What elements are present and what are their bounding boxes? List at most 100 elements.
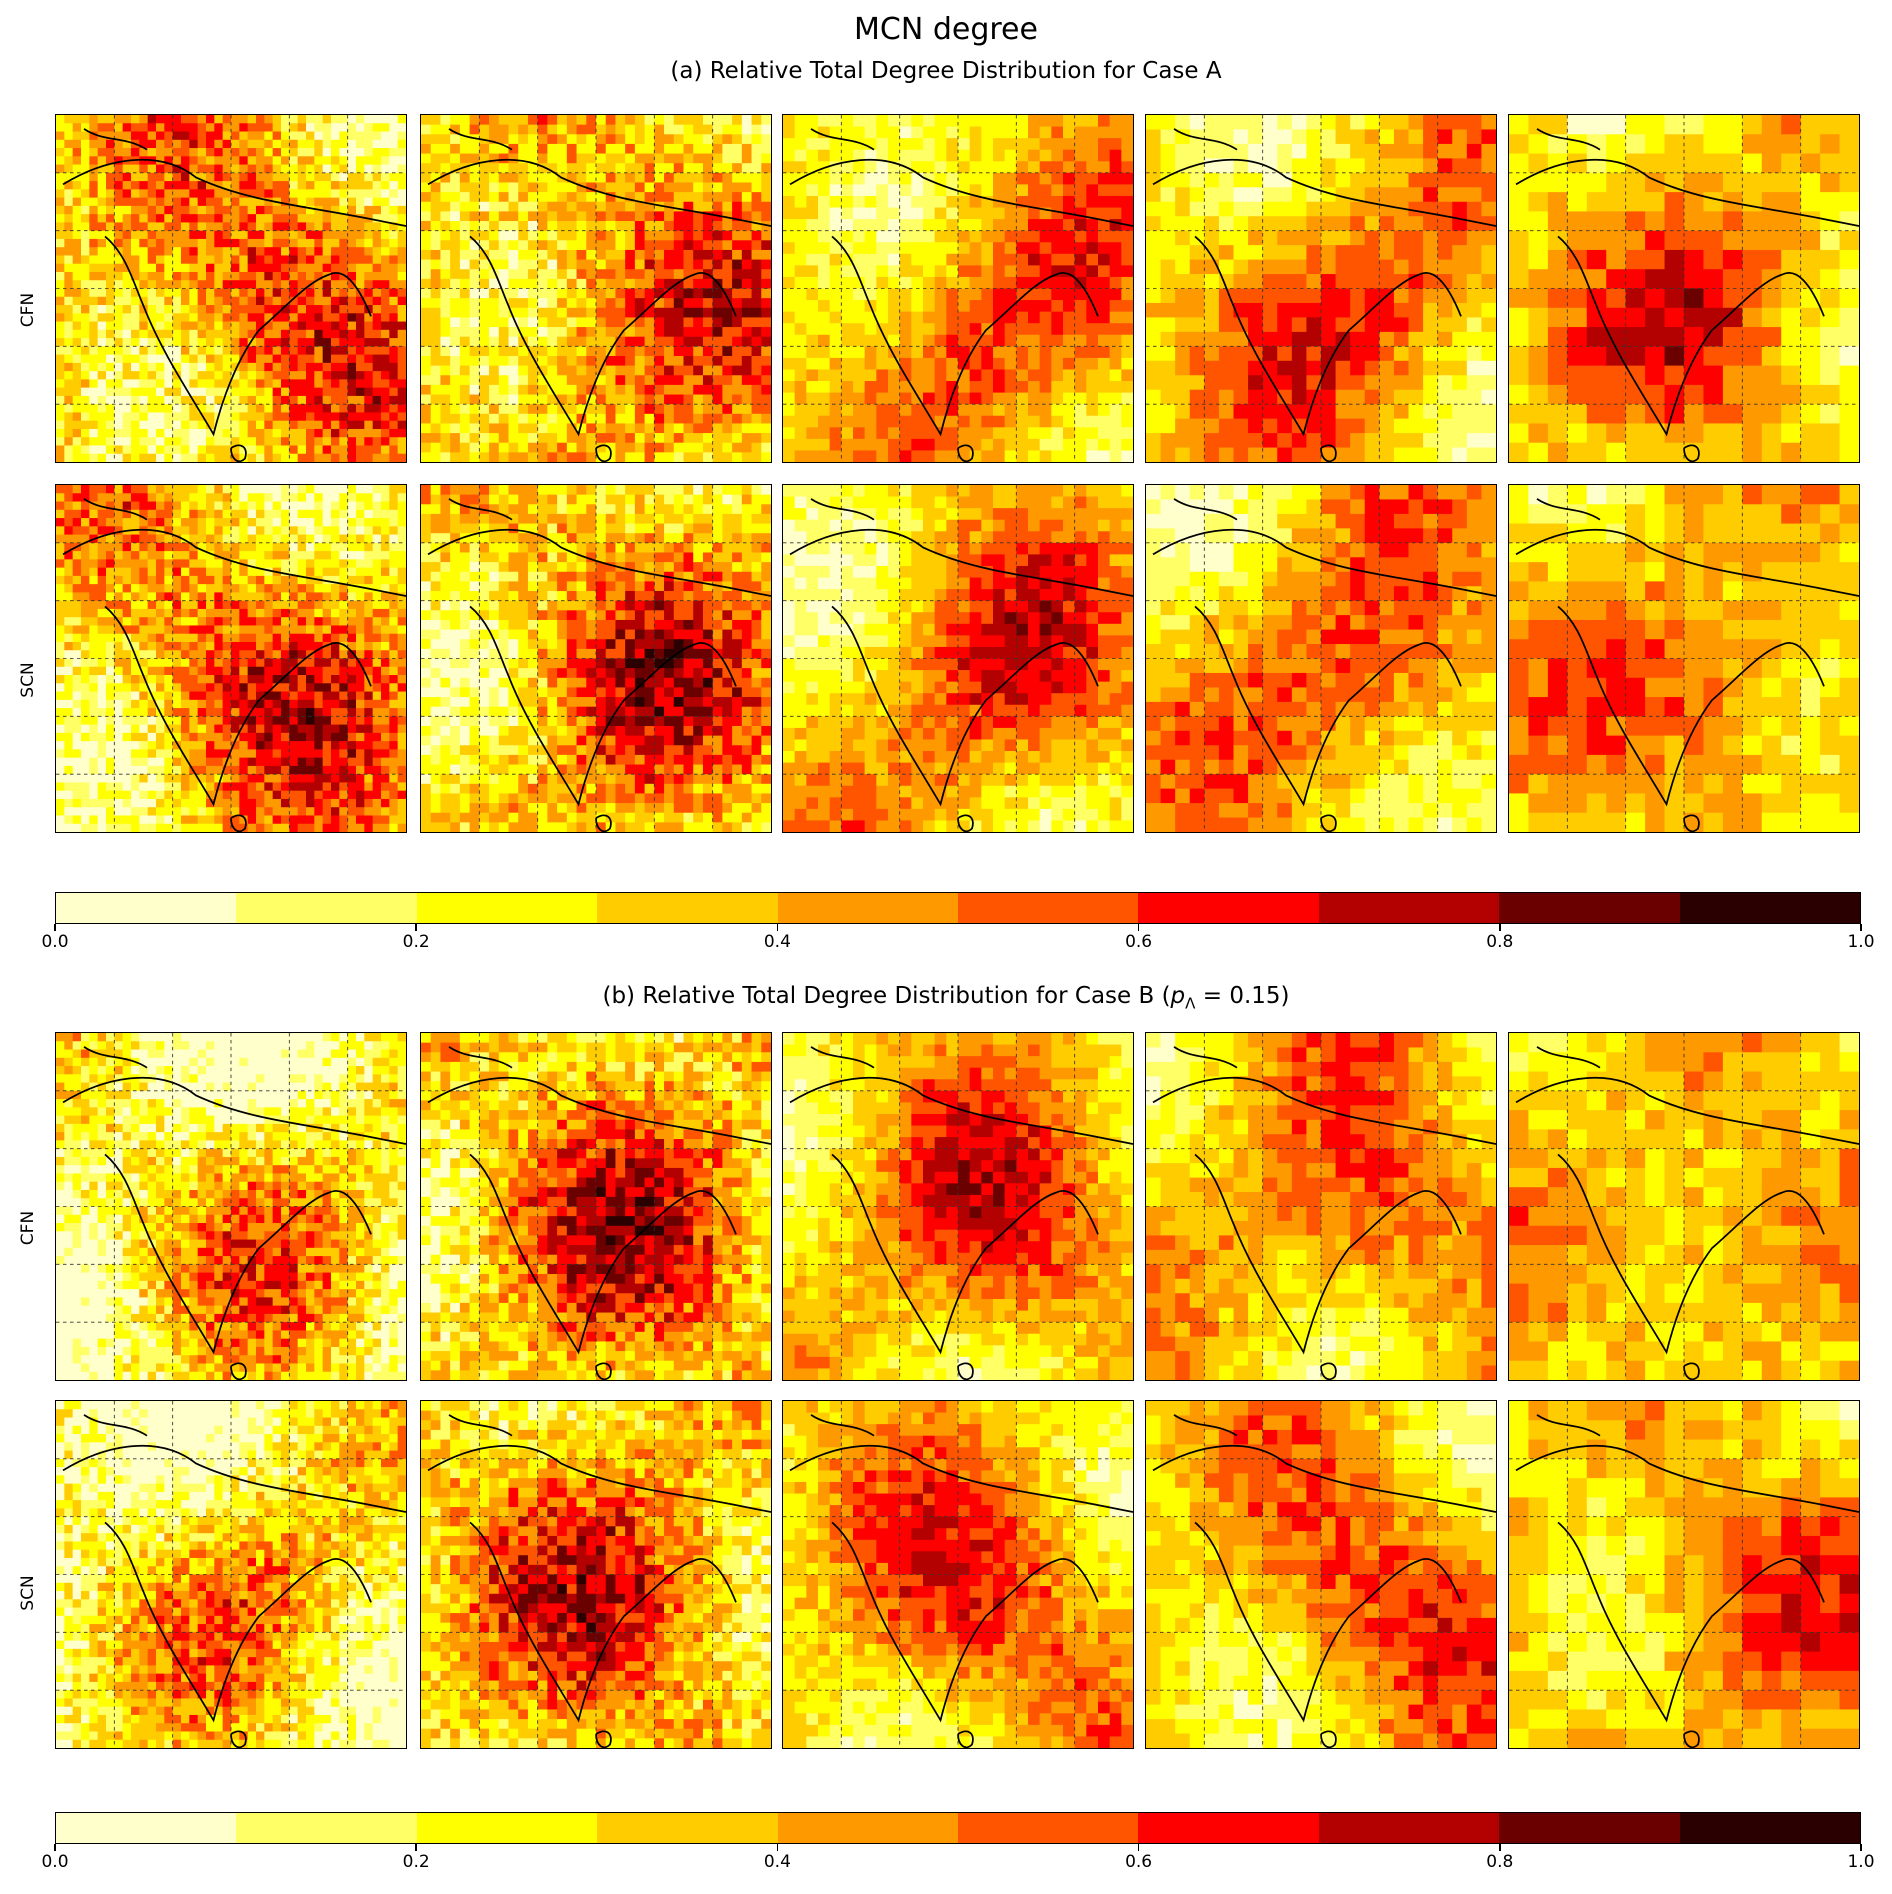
map-cell xyxy=(180,437,191,447)
map-cell xyxy=(239,412,249,422)
map-cell xyxy=(214,453,224,462)
map-cell xyxy=(899,415,913,428)
map-cell xyxy=(1121,392,1133,405)
map-cell xyxy=(1364,389,1381,405)
map-cell xyxy=(189,338,199,348)
map-cell xyxy=(330,404,341,414)
map-cell xyxy=(537,423,549,434)
map-cell xyxy=(64,313,74,323)
map-cell xyxy=(1664,423,1685,444)
map-cell xyxy=(114,263,124,273)
map-cell xyxy=(981,138,994,151)
map-cell xyxy=(430,384,442,396)
map-cell xyxy=(389,321,399,331)
map-cell xyxy=(1004,311,1018,324)
map-cell xyxy=(888,415,901,428)
map-cell xyxy=(72,379,82,389)
map-cell xyxy=(625,249,636,261)
map-cell xyxy=(1452,317,1468,333)
map-cell xyxy=(1277,389,1293,405)
map-cell xyxy=(683,211,694,222)
map-cell xyxy=(1509,269,1530,290)
map-cell xyxy=(440,259,451,270)
map-cell xyxy=(1204,317,1220,333)
map-cell xyxy=(1437,346,1453,362)
map-cell xyxy=(518,355,529,367)
map-cell xyxy=(1481,230,1496,246)
map-cell xyxy=(389,205,399,215)
map-cell xyxy=(1098,438,1111,452)
map-cell xyxy=(673,423,685,434)
map-cell xyxy=(1839,384,1859,405)
map-cell xyxy=(1306,288,1322,304)
map-cell xyxy=(281,329,291,339)
map-cell xyxy=(397,148,406,158)
map-cell xyxy=(231,288,241,298)
map-cell xyxy=(239,329,249,339)
map-cell xyxy=(806,334,819,348)
map-cell xyxy=(164,387,174,397)
map-cell xyxy=(1466,187,1483,203)
map-cell xyxy=(164,247,174,257)
map-cell xyxy=(683,192,694,203)
map-cell xyxy=(139,181,149,191)
map-cell xyxy=(1364,143,1381,160)
map-cell xyxy=(239,453,249,462)
map-cell xyxy=(722,172,733,184)
map-cell xyxy=(281,123,291,133)
map-cell xyxy=(741,355,753,367)
map-cell xyxy=(722,134,733,145)
map-cell xyxy=(1364,404,1381,420)
map-cell xyxy=(596,192,607,203)
map-cell xyxy=(239,164,249,174)
map-cell xyxy=(264,271,274,281)
map-cell xyxy=(673,249,685,261)
map-cell xyxy=(172,189,182,199)
map-cell xyxy=(289,412,299,422)
map-cell xyxy=(205,321,216,331)
map-cell xyxy=(459,240,471,251)
map-cell xyxy=(114,296,124,306)
map-cell xyxy=(306,329,316,339)
map-cell xyxy=(841,253,854,267)
map-cell xyxy=(615,134,626,145)
map-cell xyxy=(339,329,349,339)
map-cell xyxy=(1800,384,1821,405)
map-cell xyxy=(479,172,490,184)
map-cell xyxy=(537,433,549,444)
map-cell xyxy=(81,371,91,381)
map-cell xyxy=(131,362,141,372)
map-cell xyxy=(389,371,399,381)
map-cell xyxy=(440,153,451,164)
map-cell xyxy=(264,255,274,265)
map-cell xyxy=(314,238,324,248)
map-cell xyxy=(1423,143,1439,160)
map-cell xyxy=(615,240,626,251)
map-cell xyxy=(330,387,341,397)
map-cell xyxy=(1606,327,1627,348)
map-cell xyxy=(1452,143,1468,160)
map-cell xyxy=(888,207,901,220)
map-cell xyxy=(1277,216,1293,232)
map-cell xyxy=(306,148,316,158)
map-cell xyxy=(841,438,854,452)
map-cell xyxy=(139,247,149,257)
map-cell xyxy=(806,242,819,255)
map-cell xyxy=(1437,201,1453,217)
map-cell xyxy=(1121,138,1133,151)
map-cell xyxy=(164,148,174,158)
map-cell xyxy=(683,201,694,213)
map-cell xyxy=(1606,423,1627,444)
map-cell xyxy=(1350,143,1366,160)
map-cell xyxy=(664,413,675,425)
map-cell xyxy=(1074,253,1088,267)
map-cell xyxy=(106,172,116,182)
map-cell xyxy=(1350,216,1366,232)
map-cell xyxy=(205,338,216,348)
map-cell xyxy=(139,189,149,199)
map-cell xyxy=(397,271,406,281)
map-cell xyxy=(993,115,1006,128)
map-cell xyxy=(1291,346,1308,362)
map-cell xyxy=(1016,253,1029,267)
map-cell xyxy=(389,238,399,248)
